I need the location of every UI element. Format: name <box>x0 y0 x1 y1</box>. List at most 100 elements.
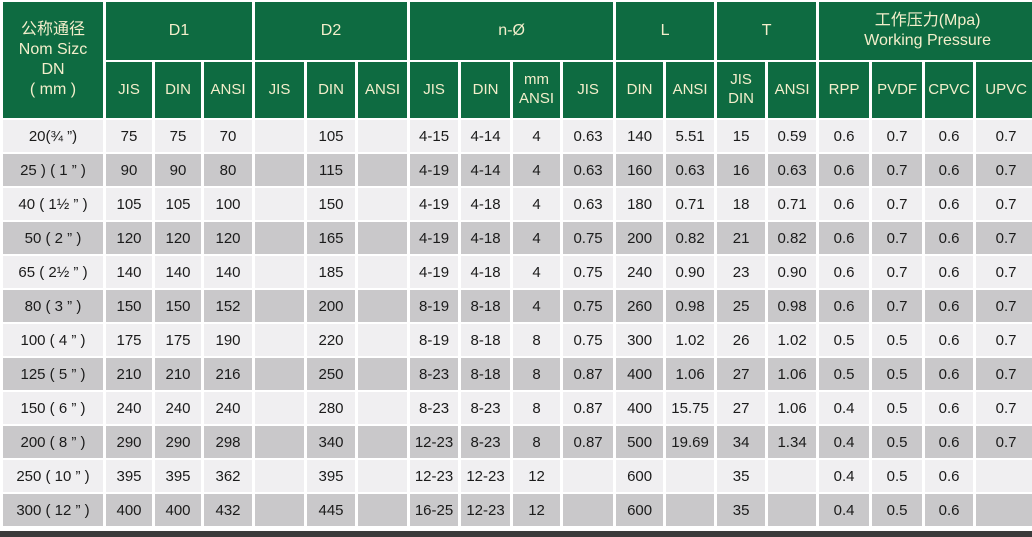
cell: 16-25 <box>410 494 459 526</box>
cell: 8-23 <box>410 392 459 424</box>
cell: 0.6 <box>925 188 974 220</box>
cell: 0.71 <box>666 188 715 220</box>
cell <box>358 392 408 424</box>
cell: 0.7 <box>872 290 923 322</box>
row-label: 50 ( 2 ” ) <box>3 222 103 254</box>
table-row: 250 ( 10 ” ) 395 395 362 395 12-23 12-23 12 600 3… <box>3 460 1032 492</box>
cell: 300 <box>616 324 664 356</box>
cell: 100 <box>204 188 253 220</box>
cell: 210 <box>106 358 152 390</box>
cell: 0.98 <box>768 290 817 322</box>
cell: 4 <box>513 290 561 322</box>
cell: 8-23 <box>410 358 459 390</box>
cell <box>358 256 408 288</box>
cell: 1.06 <box>768 392 817 424</box>
cell: 0.6 <box>925 494 974 526</box>
cell <box>255 154 305 186</box>
col-sub-n-hole-1: DIN <box>461 62 511 118</box>
cell: 140 <box>155 256 201 288</box>
cell: 0.5 <box>872 460 923 492</box>
cell: 140 <box>616 120 664 152</box>
cell: 8-23 <box>461 426 511 458</box>
cell: 150 <box>307 188 356 220</box>
cell: 25 <box>717 290 766 322</box>
table-row: 150 ( 6 ” ) 240 240 240 280 8-23 8-23 8 0.87 400 1… <box>3 392 1032 424</box>
cell: 0.5 <box>819 358 870 390</box>
cell: 160 <box>616 154 664 186</box>
cell: 4-18 <box>461 188 511 220</box>
cell: 0.6 <box>925 392 974 424</box>
cell: 0.7 <box>976 256 1032 288</box>
cell: 432 <box>204 494 253 526</box>
cell: 200 <box>616 222 664 254</box>
cell: 0.75 <box>563 290 614 322</box>
cell: 0.6 <box>819 188 870 220</box>
cell <box>358 188 408 220</box>
table-row: 300 ( 12 ” ) 400 400 432 445 16-25 12-23 12 600 3… <box>3 494 1032 526</box>
cell: 200 <box>307 290 356 322</box>
cell <box>358 358 408 390</box>
cell: 0.7 <box>976 324 1032 356</box>
cell: 4 <box>513 154 561 186</box>
row-label: 100 ( 4 ” ) <box>3 324 103 356</box>
cell: 395 <box>155 460 201 492</box>
cell: 290 <box>155 426 201 458</box>
cell: 0.90 <box>768 256 817 288</box>
cell: 0.6 <box>819 256 870 288</box>
cell: 4-18 <box>461 256 511 288</box>
cell: 4-19 <box>410 154 459 186</box>
cell <box>358 154 408 186</box>
cell: 0.7 <box>872 188 923 220</box>
cell: 240 <box>204 392 253 424</box>
cell: 115 <box>307 154 356 186</box>
cell: 0.5 <box>872 494 923 526</box>
cell: 1.34 <box>768 426 817 458</box>
cell: 0.71 <box>768 188 817 220</box>
cell: 21 <box>717 222 766 254</box>
row-label: 150 ( 6 ” ) <box>3 392 103 424</box>
col-group-n-hole: n-Ø <box>410 2 614 60</box>
cell: 120 <box>155 222 201 254</box>
cell: 4 <box>513 222 561 254</box>
cell: 0.63 <box>563 154 614 186</box>
cell <box>666 460 715 492</box>
cell: 0.6 <box>925 324 974 356</box>
cell: 0.6 <box>925 290 974 322</box>
table-row: 20(¾ ”) 75 75 70 105 4-15 4-14 4 0.63 140 5.51 15 0.… <box>3 120 1032 152</box>
cell: 240 <box>106 392 152 424</box>
corner-header-nominal-size: 公称通径 Nom Sizc DN ( mm ) <box>3 2 103 118</box>
col-sub-working-pressure-3: UPVC <box>976 62 1032 118</box>
cell: 12 <box>513 460 561 492</box>
cell: 0.87 <box>563 392 614 424</box>
cell <box>255 188 305 220</box>
col-sub-working-pressure-2: CPVC <box>925 62 974 118</box>
cell: 0.63 <box>563 120 614 152</box>
table-row: 100 ( 4 ” ) 175 175 190 220 8-19 8-18 8 0.75 300 1… <box>3 324 1032 356</box>
cell: 0.6 <box>925 460 974 492</box>
row-label: 65 ( 2½ ” ) <box>3 256 103 288</box>
cell <box>255 460 305 492</box>
table-header: 公称通径 Nom Sizc DN ( mm ) D1 D2 n-Ø L T 工作压力(Mpa… <box>3 2 1032 118</box>
table-row: 65 ( 2½ ” ) 140 140 140 185 4-19 4-18 4 0.75 240 0… <box>3 256 1032 288</box>
cell: 1.02 <box>768 324 817 356</box>
cell: 220 <box>307 324 356 356</box>
cell <box>358 494 408 526</box>
cell: 0.6 <box>925 154 974 186</box>
cell <box>255 392 305 424</box>
cell: 0.59 <box>768 120 817 152</box>
cell: 12-23 <box>461 494 511 526</box>
cell: 12-23 <box>461 460 511 492</box>
col-group-working-pressure: 工作压力(Mpa) Working Pressure <box>819 2 1032 60</box>
cell: 0.7 <box>976 358 1032 390</box>
cell: 8-23 <box>461 392 511 424</box>
cell <box>358 120 408 152</box>
cell: 0.5 <box>872 426 923 458</box>
cell: 175 <box>106 324 152 356</box>
cell: 0.7 <box>976 188 1032 220</box>
col-sub-t-0: JIS DIN <box>717 62 766 118</box>
row-label: 300 ( 12 ” ) <box>3 494 103 526</box>
cell: 0.7 <box>872 120 923 152</box>
cell <box>358 290 408 322</box>
cell: 0.7 <box>872 256 923 288</box>
